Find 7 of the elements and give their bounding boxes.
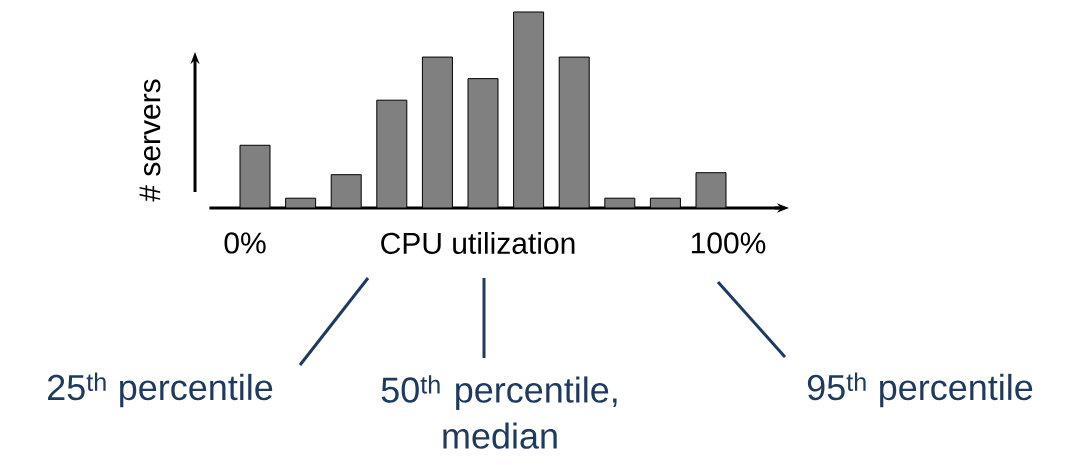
text: 95$^{th}$ percentile	[807, 372, 1033, 408]
text: 0%	[224, 232, 266, 254]
y-axis-title: # servers	[139, 79, 161, 202]
text: 25$^{th}$ percentile	[47, 372, 273, 408]
text: 50$^{th}$ percentile, median	[381, 375, 617, 449]
x-axis-title: CPU utilization	[381, 231, 575, 255]
text: 100%	[691, 232, 766, 254]
